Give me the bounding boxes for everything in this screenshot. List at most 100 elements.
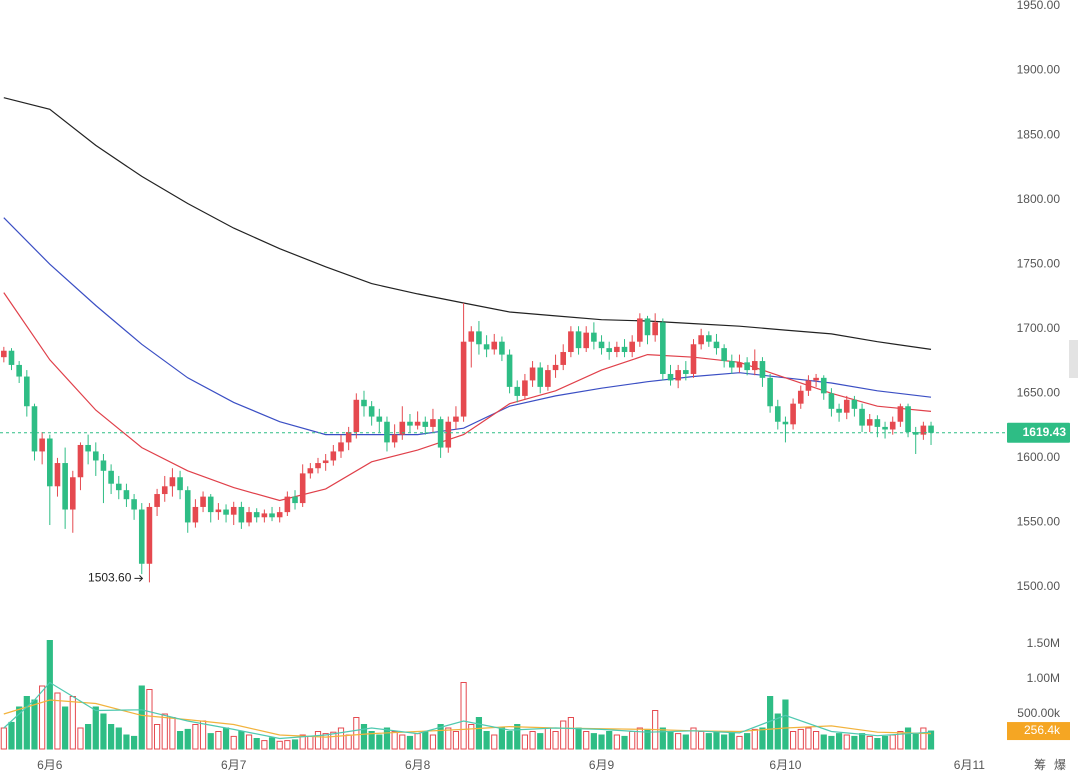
volume-bar — [422, 731, 429, 750]
candle-body — [506, 354, 513, 387]
volume-bar — [590, 733, 597, 750]
footer-icon[interactable]: 筹 — [1034, 758, 1046, 772]
y-tick-label: 1600.00 — [1017, 450, 1061, 464]
candle-body — [422, 421, 429, 427]
volume-bar — [314, 731, 322, 750]
candle-body — [31, 406, 38, 452]
candle-body — [560, 352, 567, 365]
volume-bar — [790, 731, 797, 750]
ma-line — [3, 217, 932, 436]
y-tick-label: 1500.00 — [1017, 579, 1061, 593]
volume-bar — [506, 731, 513, 750]
candle-body — [430, 419, 436, 427]
volume-bar — [698, 731, 705, 750]
candle-body — [767, 377, 773, 407]
candle-body — [529, 367, 536, 381]
candle-body — [437, 419, 444, 448]
candle-body — [683, 370, 689, 374]
volume-bar — [92, 706, 99, 750]
volume-bar — [897, 731, 904, 750]
candle-body — [468, 331, 475, 342]
candle-body — [460, 341, 467, 417]
candle-body — [453, 416, 459, 422]
candle-body — [928, 425, 934, 433]
candle-body — [376, 416, 383, 422]
candle-body — [843, 399, 850, 413]
volume-bar — [744, 733, 751, 750]
candle-body — [882, 426, 888, 430]
volume-bar — [230, 735, 237, 750]
volume-bar — [399, 734, 406, 750]
volume-bar — [437, 724, 444, 750]
volume-bar — [774, 713, 781, 750]
volume-bar — [222, 727, 230, 750]
volume-bar — [169, 717, 176, 750]
candle-body — [713, 341, 720, 349]
candle-body — [307, 468, 314, 474]
candle-body — [637, 318, 643, 342]
volume-bar — [552, 731, 559, 750]
candle-body — [889, 421, 896, 430]
volume-bar — [391, 731, 398, 750]
candle-body — [759, 361, 766, 378]
volume-bar — [85, 724, 92, 750]
volume-bar — [920, 727, 927, 750]
candle-body — [491, 341, 498, 350]
annotation-arrow — [134, 574, 144, 582]
candle-body — [706, 335, 712, 342]
last-price-label: 1619.43 — [1023, 425, 1067, 439]
y-tick-label: 1900.00 — [1017, 63, 1061, 77]
candle-body — [261, 513, 268, 518]
volume-bar — [629, 731, 636, 750]
volume-bar — [544, 727, 551, 750]
volume-bar — [583, 731, 590, 750]
volume-bar — [851, 735, 858, 750]
candle-body — [47, 438, 53, 487]
candle-body — [583, 332, 590, 349]
volume-bar — [874, 738, 881, 750]
volume-bar — [138, 685, 145, 750]
candle-body — [338, 442, 344, 452]
volume-bar — [514, 724, 521, 750]
candle-body — [399, 421, 406, 435]
volume-bar — [904, 727, 912, 750]
volume-bar — [299, 734, 306, 750]
volume-bar — [100, 713, 107, 750]
volume-bar — [284, 740, 291, 750]
volume-bar — [31, 699, 38, 750]
volume-bar — [77, 727, 84, 750]
footer-icon[interactable]: 爆 — [1054, 758, 1066, 772]
volume-bar — [828, 735, 835, 750]
volume-bar — [475, 717, 483, 750]
volume-tick-label: 500.00k — [1017, 706, 1061, 720]
candle-body — [238, 506, 245, 523]
volume-bar — [606, 731, 613, 750]
candle-body — [62, 463, 68, 510]
candle-body — [299, 473, 306, 504]
candle-body — [100, 460, 107, 471]
candle-body — [207, 496, 214, 513]
x-tick-label: 6月7 — [221, 758, 247, 772]
volume-bar — [881, 735, 889, 750]
scrollbar[interactable] — [1069, 340, 1078, 378]
candle-body — [384, 421, 390, 443]
volume-bar — [835, 733, 843, 750]
candle-body — [353, 399, 360, 433]
x-tick-label: 6月11 — [954, 758, 985, 772]
volume-bar — [39, 685, 46, 750]
volume-bar — [521, 734, 529, 750]
x-tick-label: 6月6 — [37, 758, 63, 772]
candle-body — [184, 490, 191, 523]
candle-body — [621, 346, 628, 353]
candle-body — [8, 350, 15, 365]
volume-bar — [575, 727, 582, 750]
x-tick-label: 6月9 — [589, 758, 615, 772]
candle-body — [744, 362, 750, 371]
candle-body — [606, 348, 612, 353]
volume-bar — [736, 735, 743, 750]
volume-bar — [682, 734, 689, 750]
candle-body — [820, 377, 827, 394]
candle-body — [115, 483, 122, 491]
volume-bar — [69, 696, 76, 750]
volume-last-box — [1007, 722, 1070, 741]
